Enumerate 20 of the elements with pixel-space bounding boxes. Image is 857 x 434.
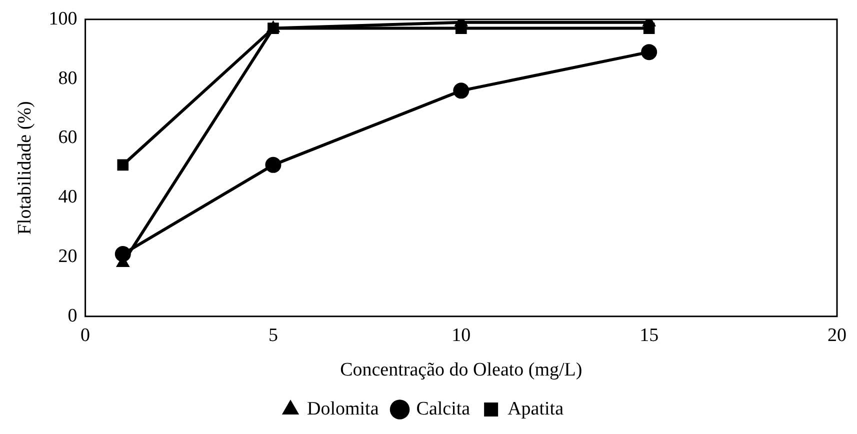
legend-label: Calcita xyxy=(416,398,471,420)
y-tick-label: 20 xyxy=(58,246,78,267)
x-tick-label: 10 xyxy=(452,324,471,346)
point xyxy=(453,82,470,99)
x-axis-title: Concentração do Oleato (mg/L) xyxy=(340,360,582,381)
legend-label: Apatita xyxy=(508,398,564,420)
y-tick-label: 0 xyxy=(68,305,78,326)
legend-label: Dolomita xyxy=(307,398,380,420)
point xyxy=(641,44,658,60)
x-tick-label: 5 xyxy=(268,324,278,346)
y-tick-label: 60 xyxy=(58,127,78,148)
point xyxy=(265,156,282,173)
y-tick-label: 100 xyxy=(48,8,78,30)
y-tick-label: 40 xyxy=(58,186,78,208)
x-tick-label: 0 xyxy=(80,324,90,346)
y-tick-label: 80 xyxy=(58,68,78,89)
point xyxy=(117,159,129,171)
x-tick-label: 15 xyxy=(640,324,659,346)
x-tick-label: 20 xyxy=(828,324,846,346)
y-axis-title: Flotabilidade (%) xyxy=(14,101,36,235)
